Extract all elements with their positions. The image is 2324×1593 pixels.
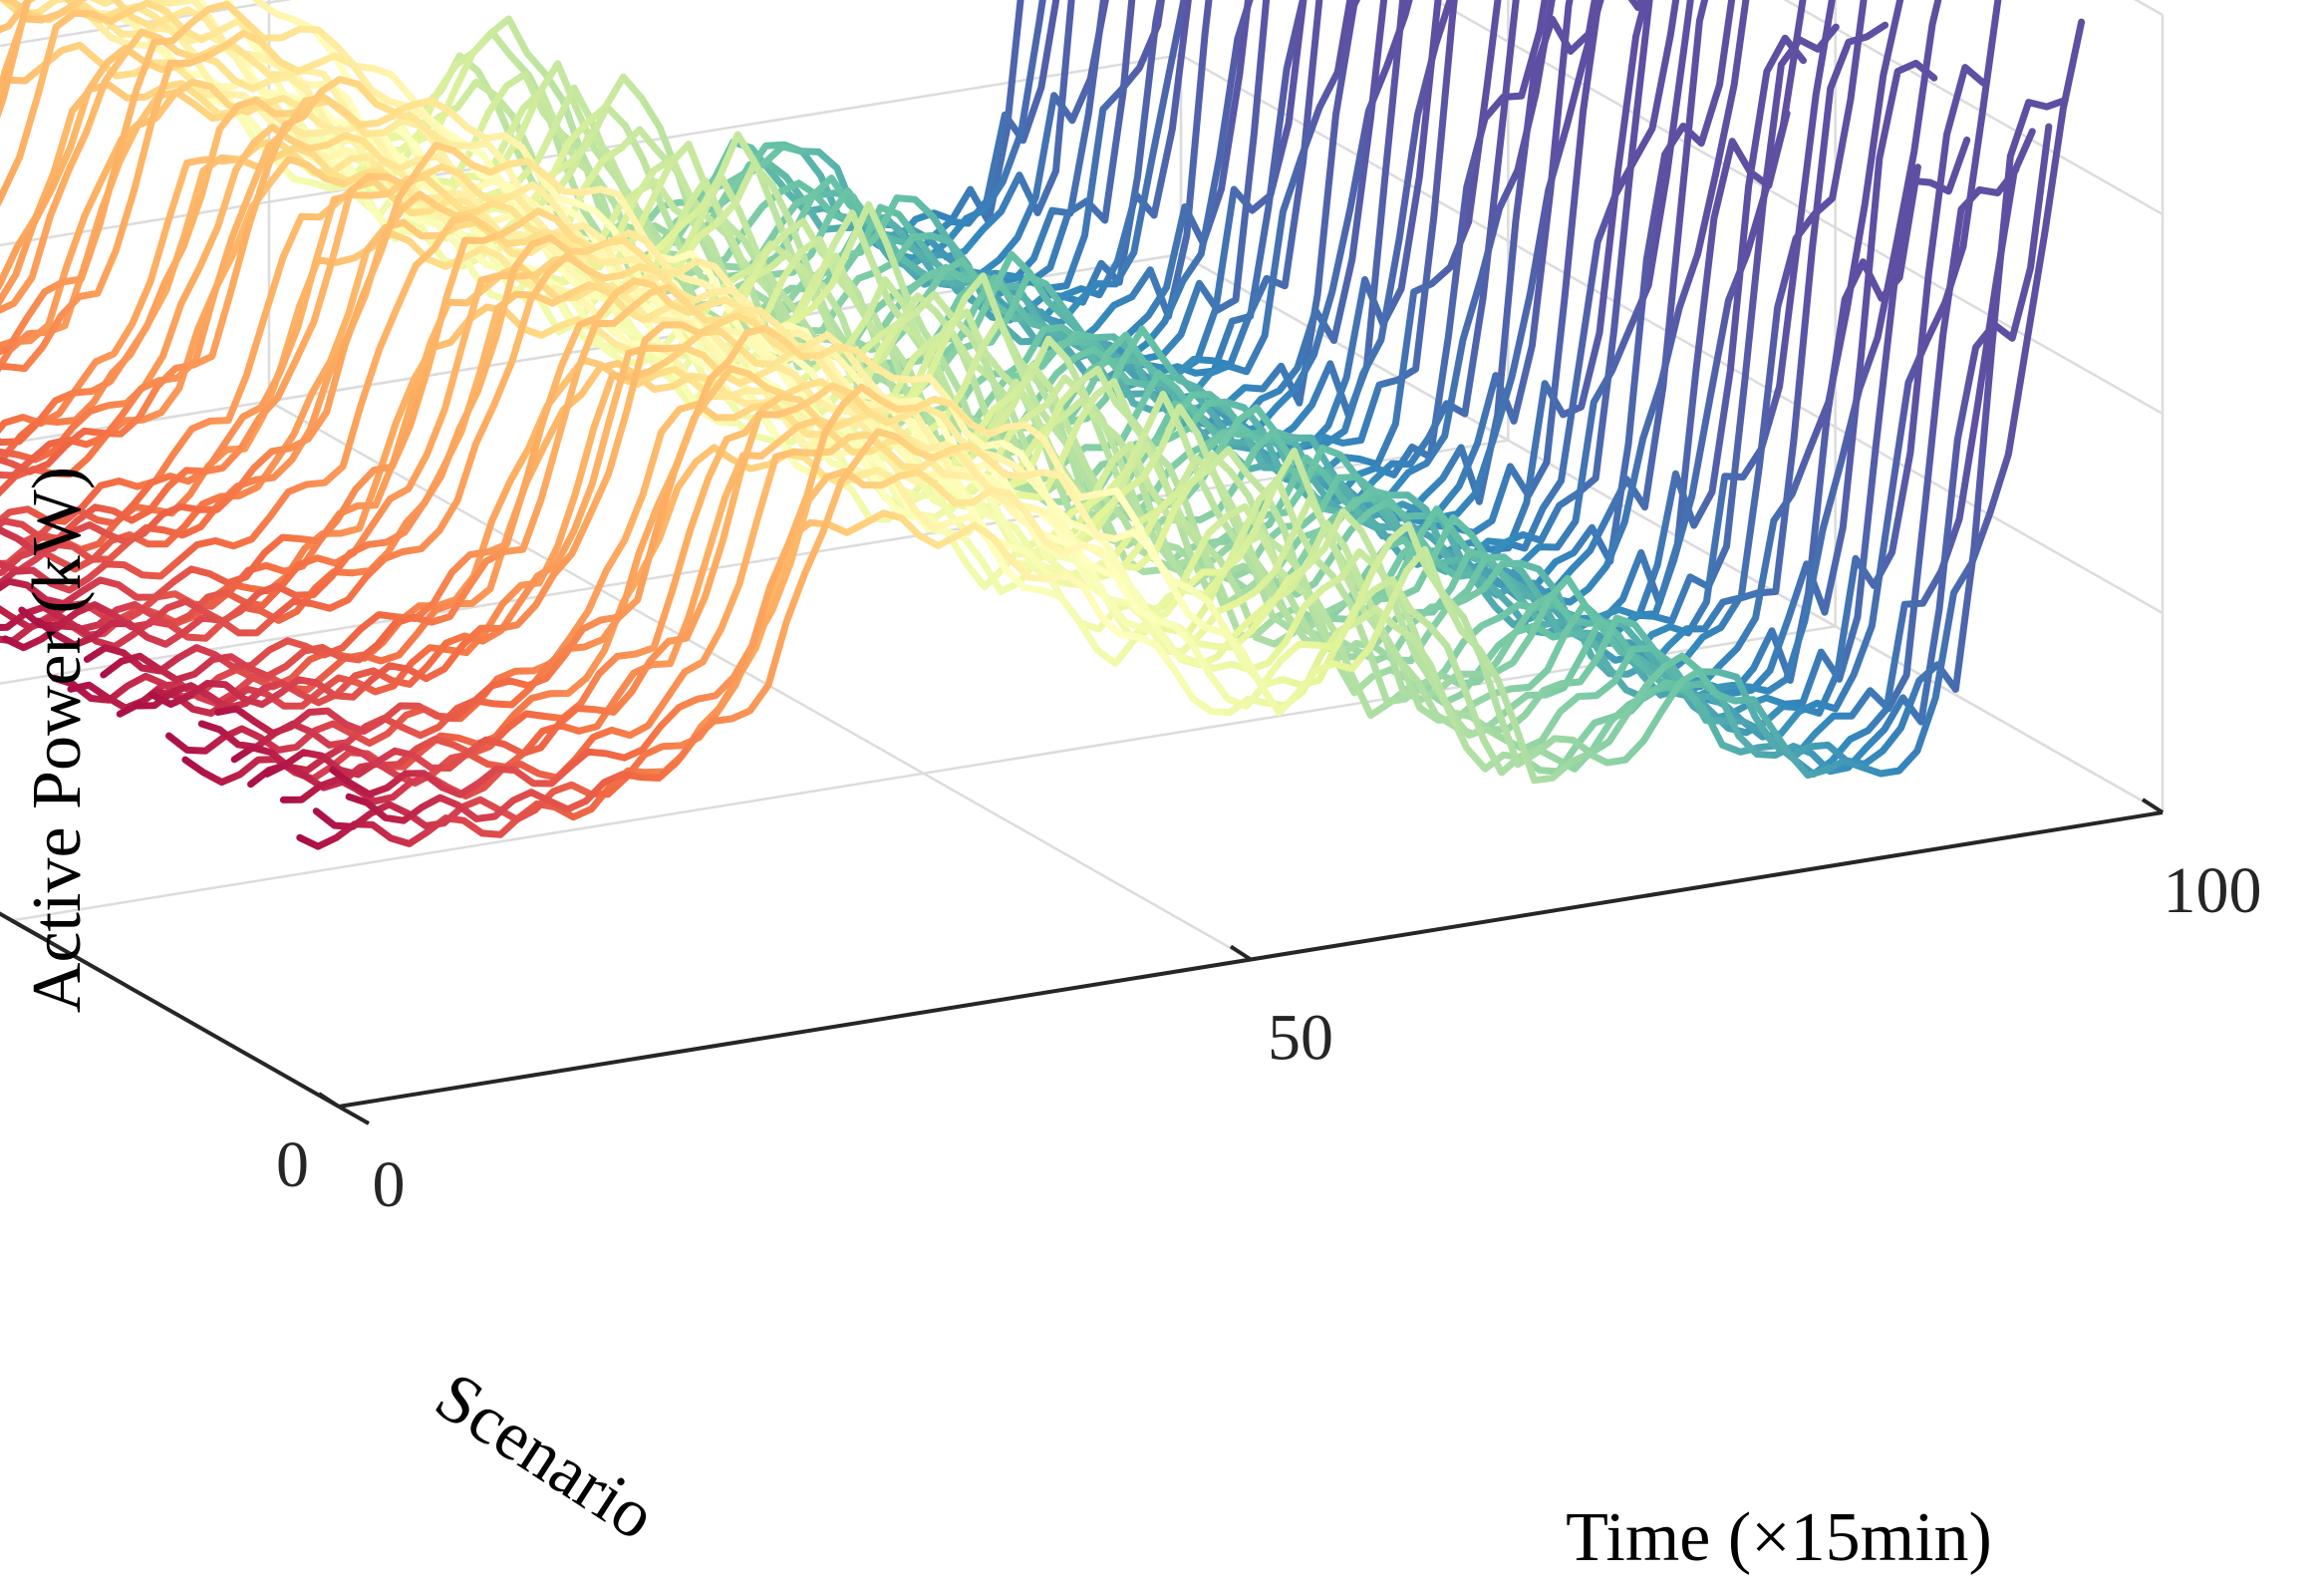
series-line-25: [0, 0, 1649, 645]
series-line-10: [181, 163, 1921, 787]
x-tick-label: 50: [1268, 1002, 1333, 1075]
axis-layer: 02004006008000200400600050100: [0, 797, 2262, 1221]
z-axis-label: Active Power (kW): [19, 467, 96, 1013]
series-line-36: [0, 0, 1442, 497]
y-axis-label: Scenario: [423, 1358, 669, 1555]
grid-line-floor-time: [1180, 252, 2164, 814]
y-tick-label: 0: [276, 1128, 309, 1201]
series-line-1: [329, 97, 2069, 798]
grid-line-side-power: [1783, 0, 2164, 216]
x-tick-mark: [1229, 944, 1253, 962]
series-line-2: [312, 123, 2053, 830]
x-axis-label: Time (×15min): [1566, 1499, 1992, 1576]
grid-line-floor-scenario: [11, 625, 1836, 922]
x-tick-label: 0: [373, 1148, 406, 1221]
series-line-40: [0, 0, 1361, 434]
x-tick-mark: [2141, 797, 2165, 814]
series-layer: [0, 0, 2086, 850]
y-tick-mark: [10, 918, 43, 940]
y-axis-line: [0, 911, 340, 1109]
series-line-0: [345, 18, 2086, 824]
series-line-54: [0, 0, 1107, 298]
x-tick-label: 100: [2164, 854, 2262, 927]
x-tick-mark: [317, 1092, 341, 1109]
series-line-9: [197, 59, 1938, 751]
y-tick-mark: [338, 1105, 370, 1125]
series-line-3: [296, 128, 2036, 850]
